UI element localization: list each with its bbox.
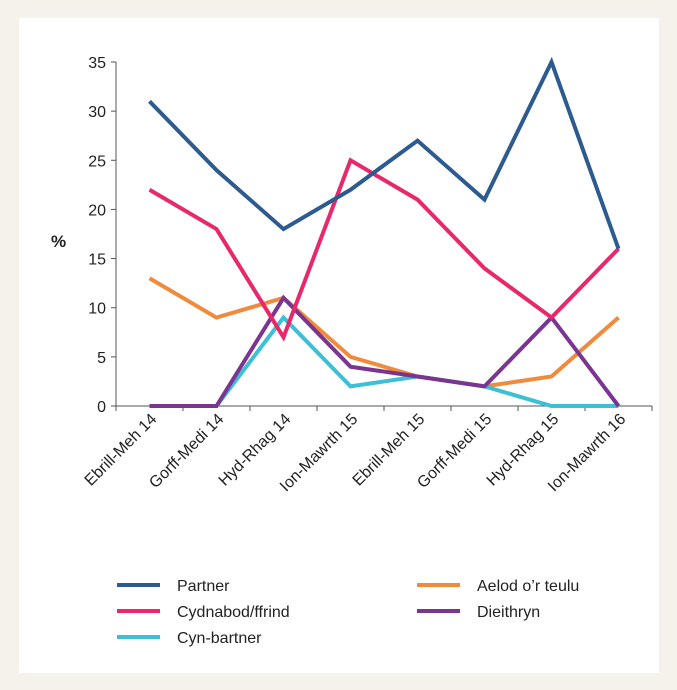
legend-label: Cydnabod/ffrind bbox=[177, 604, 290, 621]
y-tick-labels: 0 5 10 15 20 25 30 35 bbox=[88, 55, 106, 416]
y-axis-label: % bbox=[51, 232, 66, 251]
y-tick-label: 5 bbox=[97, 350, 106, 367]
legend: Partner Cydnabod/ffrind Cyn-bartner Aelod o… bbox=[117, 578, 579, 647]
legend-label: Dieithryn bbox=[477, 604, 540, 621]
y-tick-label: 15 bbox=[88, 252, 106, 269]
series-line-partner bbox=[148, 56, 621, 250]
y-tick-label: 25 bbox=[88, 153, 106, 170]
y-tick-label: 20 bbox=[88, 202, 106, 219]
series-lines bbox=[148, 56, 621, 408]
series-line-cyn-bartner bbox=[149, 314, 619, 408]
y-tick-label: 30 bbox=[88, 104, 106, 121]
y-tick-label: 35 bbox=[88, 55, 106, 72]
legend-label: Cyn-bartner bbox=[177, 630, 262, 647]
chart-card: 0 5 10 15 20 25 30 35 Ebrill-Meh 14 Gorff-Medi 1… bbox=[19, 18, 659, 673]
series-line-dieithryn bbox=[149, 294, 621, 408]
series-line-cydnabod-ffrind bbox=[148, 157, 620, 342]
legend-label: Aelod o’r teulu bbox=[477, 578, 579, 595]
y-tick-label: 10 bbox=[88, 301, 106, 318]
y-tick-label: 0 bbox=[97, 399, 106, 416]
series-line-aelod-o-r-teulu bbox=[148, 276, 620, 389]
legend-label: Partner bbox=[177, 578, 230, 595]
